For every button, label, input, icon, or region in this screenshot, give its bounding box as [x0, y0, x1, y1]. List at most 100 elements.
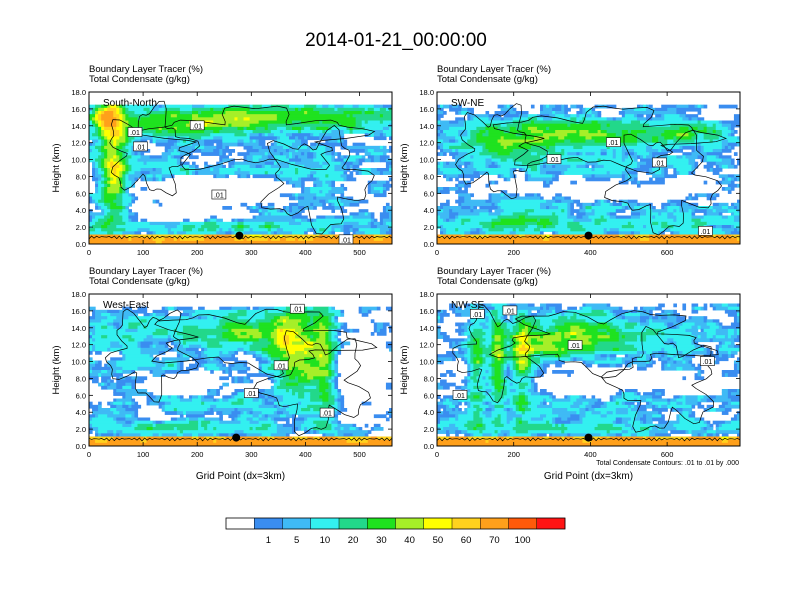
field-cell [676, 417, 680, 422]
field-cell [95, 325, 102, 330]
field-cell [509, 382, 514, 387]
field-cell [546, 398, 553, 403]
field-cell [506, 398, 511, 403]
field-cell [140, 139, 148, 144]
contour-line [253, 330, 371, 437]
field-cell [213, 408, 236, 412]
field-cell [697, 130, 708, 134]
field-cell [646, 155, 653, 160]
field-cell [116, 385, 123, 390]
field-cell [237, 392, 248, 396]
field-cell [310, 171, 317, 175]
field-cell [301, 177, 317, 182]
field-cell [128, 164, 133, 169]
field-cell [204, 395, 214, 400]
field-cell [113, 392, 126, 396]
field-cell [382, 187, 387, 191]
field-cell [706, 193, 714, 198]
field-cell [470, 111, 474, 115]
field-cell [125, 161, 129, 166]
field-cell [488, 114, 502, 118]
field-cell [252, 427, 257, 431]
field-cell [382, 190, 387, 194]
field-cell [736, 366, 740, 371]
field-cell [264, 221, 275, 226]
field-cell [706, 152, 723, 156]
field-cell [458, 111, 462, 115]
field-cell [730, 341, 735, 346]
field-cell [461, 158, 487, 163]
field-cell [530, 145, 547, 150]
field-cell [533, 385, 538, 390]
field-cell [691, 325, 699, 330]
field-cell [715, 395, 729, 400]
field-cell [576, 202, 584, 207]
field-cell [697, 335, 702, 339]
field-cell [703, 306, 708, 311]
field-cell [718, 136, 738, 141]
field-cell [543, 107, 553, 112]
field-cell [476, 133, 484, 137]
field-cell [285, 149, 290, 153]
field-cell [213, 168, 220, 172]
field-cell [652, 404, 656, 409]
field-cell [152, 136, 169, 141]
field-cell [509, 231, 517, 236]
contour-label-box [211, 189, 227, 200]
field-cell [573, 218, 593, 223]
field-cell [718, 212, 723, 217]
field-cell [455, 385, 462, 390]
field-cell [152, 423, 157, 428]
field-cell [89, 212, 105, 217]
field-cell [304, 111, 308, 115]
field-cell [685, 398, 699, 403]
field-cell [500, 212, 514, 217]
field-cell [122, 351, 142, 355]
field-cell [92, 408, 99, 412]
y-axis-label: Height (km) [399, 345, 410, 394]
field-cell [258, 398, 263, 403]
field-cell [724, 420, 732, 425]
field-cell [437, 114, 444, 118]
field-cell [264, 395, 269, 400]
field-cell [310, 228, 314, 232]
field-cell [503, 433, 508, 438]
field-cell [594, 427, 623, 431]
field-cell [146, 401, 151, 406]
field-cell [455, 354, 465, 358]
field-cell [579, 408, 587, 412]
field-cell [558, 215, 568, 220]
field-cell [210, 164, 223, 169]
field-cell [313, 174, 326, 179]
field-cell [331, 379, 336, 384]
field-cell [570, 335, 577, 339]
field-cell [204, 145, 217, 150]
field-cell [491, 351, 505, 355]
field-cell [119, 133, 123, 137]
field-cell [549, 401, 553, 406]
field-cell [298, 366, 320, 371]
field-cell [264, 225, 272, 229]
field-cell [310, 363, 320, 368]
field-cell [649, 152, 653, 156]
field-cell [443, 395, 453, 400]
field-cell [533, 120, 577, 125]
field-cell [700, 335, 708, 339]
field-cell [140, 218, 148, 223]
colorbar-swatch [536, 518, 566, 529]
field-cell [382, 209, 387, 213]
field-cell [249, 104, 254, 109]
field-cell [515, 366, 520, 371]
field-cell [482, 417, 496, 422]
field-cell [721, 139, 729, 144]
field-cell [119, 351, 123, 355]
field-cell [104, 202, 111, 207]
field-cell [488, 363, 493, 368]
field-cell [730, 126, 735, 131]
field-cell [110, 206, 123, 210]
field-cell [101, 376, 111, 381]
field-cell [285, 237, 296, 242]
field-cell [503, 145, 508, 150]
field-cell [733, 164, 738, 169]
field-cell [352, 228, 360, 232]
